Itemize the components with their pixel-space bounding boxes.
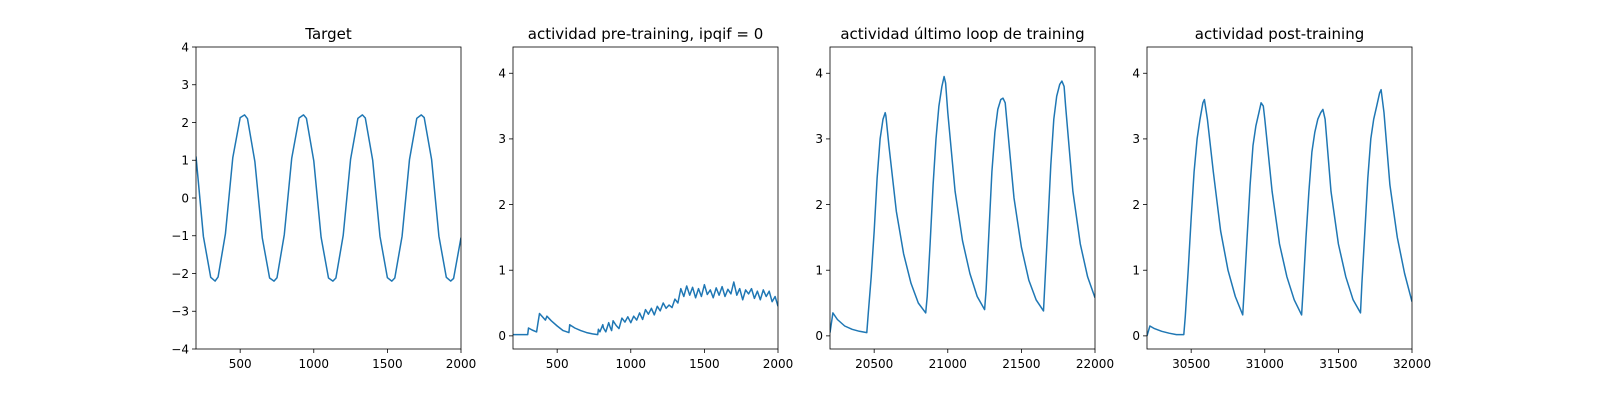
y-tick-label: 1	[1132, 264, 1140, 278]
y-tick-label: −3	[171, 305, 189, 319]
x-tick-label: 31500	[1319, 357, 1357, 371]
y-tick-label: 1	[815, 264, 823, 278]
x-tick-label: 1500	[372, 357, 403, 371]
axes-frame	[512, 46, 779, 350]
x-tick-label: 1500	[689, 357, 720, 371]
y-tick-label: 4	[1132, 67, 1140, 81]
subplot-title: actividad pre-training, ipqif = 0	[528, 25, 764, 43]
x-tick-label: 22000	[1076, 357, 1114, 371]
y-tick-label: 3	[181, 78, 189, 92]
subplot-4: 30500 31000 31500 32000 0 1 2 3 4 actividad post-…	[1132, 25, 1431, 371]
subplot-title: actividad post-training	[1195, 25, 1364, 43]
y-tick-label: 1	[498, 264, 506, 278]
subplot-1: 500 1000 1500 2000 −4 −3 −2 −1 0 1 2 3 4 Target	[171, 25, 476, 371]
y-tick-label: 4	[181, 40, 189, 54]
x-tick-label: 21000	[929, 357, 967, 371]
y-tick-label: 3	[1132, 132, 1140, 146]
x-tick-label: 32000	[1393, 357, 1431, 371]
subplot-title: Target	[304, 25, 352, 43]
subplot-title: actividad último loop de training	[840, 25, 1084, 43]
axes-frame	[195, 46, 462, 350]
y-tick-label: 4	[815, 67, 823, 81]
subplot-3: 20500 21000 21500 22000 0 1 2 3 4 actividad últim…	[815, 25, 1114, 371]
x-tick-label: 30500	[1172, 357, 1210, 371]
y-tick-label: −1	[171, 229, 189, 243]
axes-frame	[829, 46, 1096, 350]
subplot-2: 500 1000 1500 2000 0 1 2 3 4 actividad pre-traini…	[498, 25, 793, 371]
x-tick-label: 1000	[616, 357, 647, 371]
x-tick-label: 500	[546, 357, 569, 371]
series-line	[1147, 88, 1412, 337]
y-tick-label: 3	[815, 132, 823, 146]
axes-frame	[1146, 46, 1413, 350]
y-tick-label: 2	[498, 198, 506, 212]
x-tick-label: 2000	[763, 357, 794, 371]
y-tick-label: 3	[498, 132, 506, 146]
x-tick-label: 21500	[1002, 357, 1040, 371]
series-line	[513, 281, 778, 336]
series-line	[196, 114, 461, 282]
y-tick-label: 0	[815, 329, 823, 343]
x-tick-label: 1000	[299, 357, 330, 371]
y-tick-label: 1	[181, 154, 189, 168]
y-tick-label: 2	[1132, 198, 1140, 212]
x-tick-label: 31000	[1246, 357, 1284, 371]
y-tick-label: 2	[815, 198, 823, 212]
y-tick-label: −2	[171, 267, 189, 281]
y-tick-label: 4	[498, 67, 506, 81]
y-tick-label: 2	[181, 116, 189, 130]
y-tick-label: 0	[498, 329, 506, 343]
x-tick-label: 2000	[446, 357, 477, 371]
x-tick-label: 500	[229, 357, 252, 371]
x-tick-label: 20500	[855, 357, 893, 371]
y-tick-label: 0	[181, 191, 189, 205]
series-line	[830, 75, 1095, 334]
y-tick-label: 0	[1132, 329, 1140, 343]
y-tick-label: −4	[171, 342, 189, 356]
